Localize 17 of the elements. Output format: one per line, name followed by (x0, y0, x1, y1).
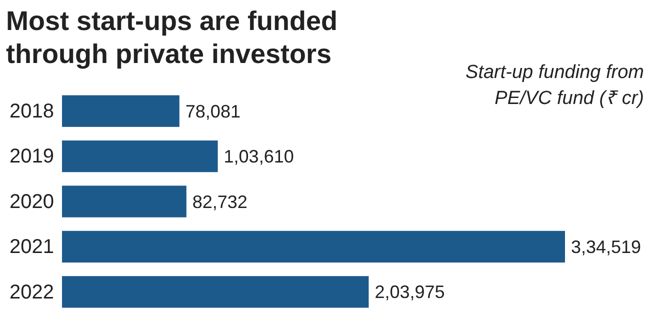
bar (62, 140, 218, 172)
y-tick-label: 2022 (10, 281, 54, 304)
bar (62, 95, 180, 127)
bar (62, 276, 369, 308)
chart-title: Most start-ups are funded through private investors (6, 6, 338, 69)
chart-subtitle: Start-up funding from PE/VC fund (₹ cr) (466, 62, 644, 109)
y-tick-label: 2021 (10, 236, 54, 258)
data-label: 3,34,519 (571, 237, 642, 258)
y-tick-label: 2018 (10, 100, 54, 122)
bar (62, 186, 186, 218)
data-label: 82,732 (192, 192, 248, 212)
y-tick-label: 2020 (10, 190, 54, 213)
y-tick-label: 2019 (10, 146, 54, 168)
data-label: 1,03,610 (224, 146, 294, 167)
data-label: 78,081 (185, 101, 240, 122)
bar (62, 230, 565, 263)
data-label: 2,03,975 (374, 282, 445, 302)
